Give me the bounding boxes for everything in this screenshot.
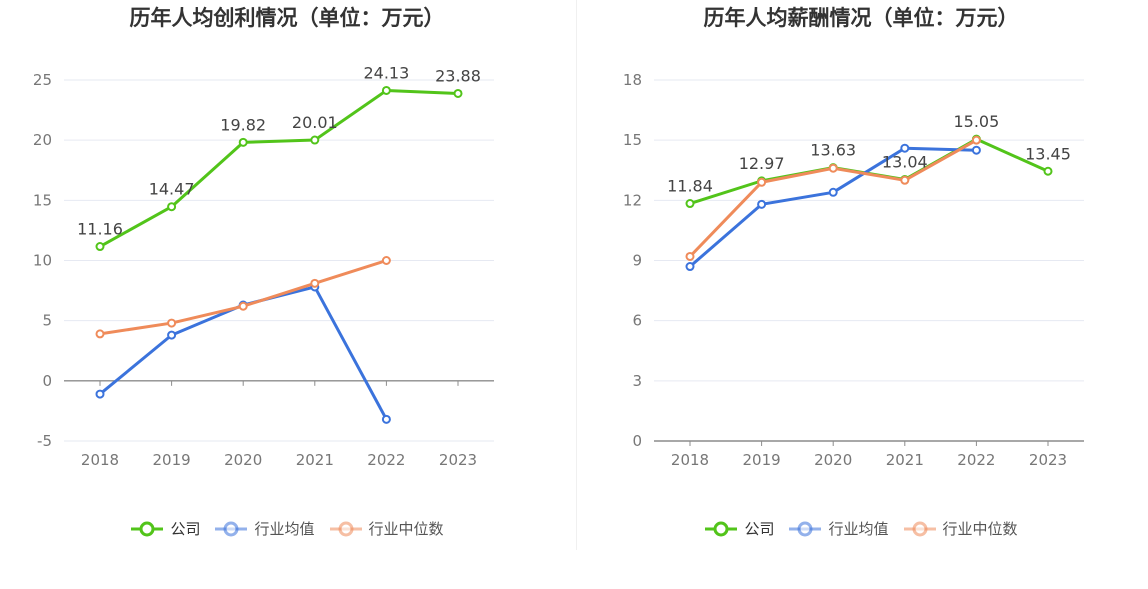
data-point[interactable]: [828, 163, 838, 173]
data-point[interactable]: [381, 85, 391, 95]
y-tick-label: 10: [33, 252, 52, 270]
data-point[interactable]: [757, 177, 767, 187]
data-point[interactable]: [95, 242, 105, 252]
legend-item[interactable]: 公司: [704, 518, 774, 539]
data-point[interactable]: [1043, 166, 1053, 176]
chart-legend: 公司 行业均值 行业中位数: [0, 518, 574, 539]
data-label: 14.47: [149, 180, 195, 199]
legend-marker-icon: [329, 521, 362, 536]
panel-divider: [576, 0, 577, 550]
data-point[interactable]: [167, 318, 177, 328]
data-label: 23.88: [435, 66, 481, 85]
salary-per-capita-chart: 历年人均薪酬情况（单位：万元） 0 3 6 9 12 15 18 2018 2019 2020 20…: [574, 0, 1148, 589]
x-tick-label: 2019: [743, 451, 781, 469]
data-point[interactable]: [381, 414, 391, 424]
y-tick-label: 20: [33, 131, 52, 149]
legend-label: 行业中位数: [942, 520, 1018, 538]
data-point[interactable]: [900, 143, 910, 153]
y-tick-label: 15: [33, 191, 52, 209]
x-tick-label: 2019: [153, 451, 191, 469]
x-tick-label: 2021: [886, 451, 924, 469]
data-point[interactable]: [238, 137, 248, 147]
data-point[interactable]: [310, 278, 320, 288]
legend-marker-icon: [903, 521, 936, 536]
legend-marker-icon: [131, 521, 164, 536]
y-tick-label: -5: [37, 432, 52, 450]
data-label: 11.16: [77, 220, 123, 239]
data-point[interactable]: [310, 135, 320, 145]
y-tick-label: 25: [33, 71, 52, 89]
data-point[interactable]: [971, 145, 981, 155]
data-point[interactable]: [900, 175, 910, 185]
data-point[interactable]: [167, 330, 177, 340]
series-line-0: [99, 88, 459, 248]
legend-item[interactable]: 行业均值: [788, 518, 889, 539]
data-label: 15.05: [953, 112, 999, 131]
data-point[interactable]: [238, 301, 248, 311]
legend-label: 公司: [170, 520, 201, 538]
legend-item[interactable]: 行业中位数: [903, 518, 1018, 539]
legend-item[interactable]: 行业中位数: [329, 518, 444, 539]
legend-marker-icon: [789, 521, 822, 536]
x-tick-label: 2018: [671, 451, 709, 469]
data-point[interactable]: [685, 262, 695, 272]
x-tick-label: 2023: [439, 451, 477, 469]
x-tick-label: 2020: [814, 451, 852, 469]
chart-title: 历年人均创利情况（单位：万元）: [129, 6, 445, 30]
data-point[interactable]: [167, 202, 177, 212]
legend-label: 行业中位数: [368, 520, 444, 538]
data-point[interactable]: [685, 251, 695, 261]
data-label: 13.45: [1025, 144, 1071, 163]
y-tick-label: 0: [632, 432, 642, 450]
x-tick-label: 2020: [224, 451, 262, 469]
data-label: 24.13: [363, 63, 409, 82]
series-line-2: [99, 259, 387, 336]
legend-marker-icon: [705, 521, 738, 536]
x-tick-label: 2022: [957, 451, 995, 469]
data-label: 19.82: [220, 115, 266, 134]
y-tick-label: 5: [42, 312, 52, 330]
y-tick-label: 12: [623, 191, 642, 209]
legend-item[interactable]: 行业均值: [214, 518, 315, 539]
data-point[interactable]: [828, 187, 838, 197]
y-tick-label: 6: [632, 312, 642, 330]
profit-per-capita-chart: 历年人均创利情况（单位：万元） -5 0 5 10 15 20 25 2018 2019 2020…: [0, 6, 574, 539]
legend-label: 行业均值: [828, 520, 889, 538]
y-tick-label: 3: [632, 372, 642, 390]
data-point[interactable]: [757, 199, 767, 209]
data-label: 11.84: [667, 177, 713, 196]
data-label: 13.04: [882, 152, 928, 171]
data-point[interactable]: [95, 389, 105, 399]
profit-plot-area: -5 0 5 10 15 20 25 2018 2019 2020 2021 2022 2023 11.1…: [33, 63, 494, 469]
x-tick-label: 2018: [81, 451, 119, 469]
x-tick-label: 2021: [296, 451, 334, 469]
legend-item[interactable]: 公司: [130, 518, 200, 539]
data-point[interactable]: [95, 329, 105, 339]
data-point[interactable]: [453, 88, 463, 98]
legend-marker-icon: [215, 521, 248, 536]
data-point[interactable]: [971, 135, 981, 145]
data-label: 13.63: [810, 141, 856, 160]
y-tick-label: 15: [623, 131, 642, 149]
data-label: 20.01: [292, 113, 338, 132]
x-tick-label: 2023: [1029, 451, 1067, 469]
data-label: 12.97: [739, 154, 785, 173]
chart-title: 历年人均薪酬情况（单位：万元）: [703, 6, 1019, 30]
y-tick-label: 18: [623, 71, 642, 89]
chart-legend: 公司 行业均值 行业中位数: [574, 518, 1148, 539]
legend-label: 公司: [744, 520, 775, 538]
data-point[interactable]: [685, 199, 695, 209]
y-tick-label: 0: [42, 372, 52, 390]
x-tick-label: 2022: [367, 451, 405, 469]
salary-plot-area: 0 3 6 9 12 15 18 2018 2019 2020 2021 2022 2023 11.84 1…: [623, 71, 1084, 469]
legend-label: 行业均值: [254, 520, 315, 538]
data-point[interactable]: [381, 256, 391, 265]
y-tick-label: 9: [632, 252, 642, 270]
